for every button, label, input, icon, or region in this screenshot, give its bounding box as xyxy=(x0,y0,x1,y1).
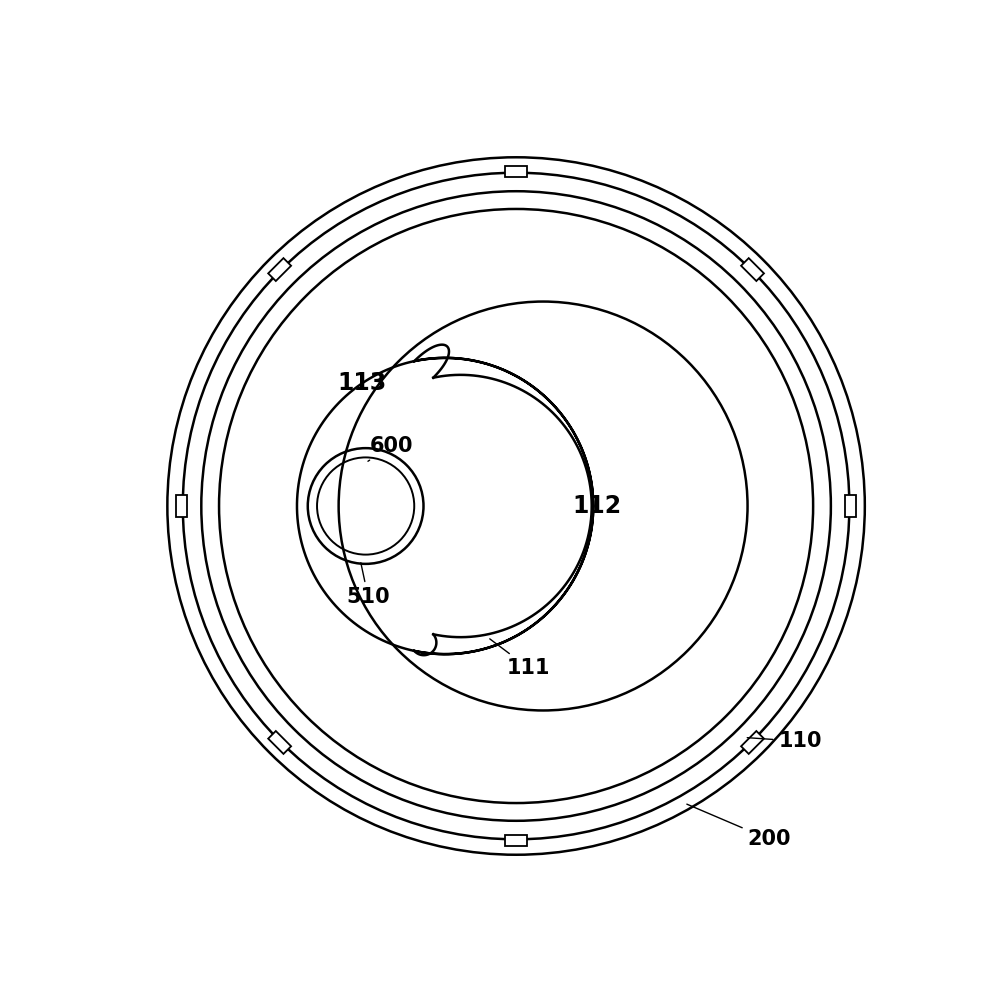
Polygon shape xyxy=(741,259,764,281)
Polygon shape xyxy=(506,166,527,177)
Polygon shape xyxy=(845,495,856,517)
Text: 111: 111 xyxy=(489,639,551,678)
Text: 200: 200 xyxy=(687,805,792,850)
Text: 113: 113 xyxy=(337,371,387,395)
Polygon shape xyxy=(268,259,291,281)
Text: 600: 600 xyxy=(368,436,413,461)
Polygon shape xyxy=(741,731,764,754)
Polygon shape xyxy=(268,731,291,754)
Text: 110: 110 xyxy=(747,731,822,752)
Polygon shape xyxy=(506,835,527,846)
Text: 112: 112 xyxy=(573,494,621,518)
Polygon shape xyxy=(176,495,187,517)
Text: 510: 510 xyxy=(346,563,390,607)
